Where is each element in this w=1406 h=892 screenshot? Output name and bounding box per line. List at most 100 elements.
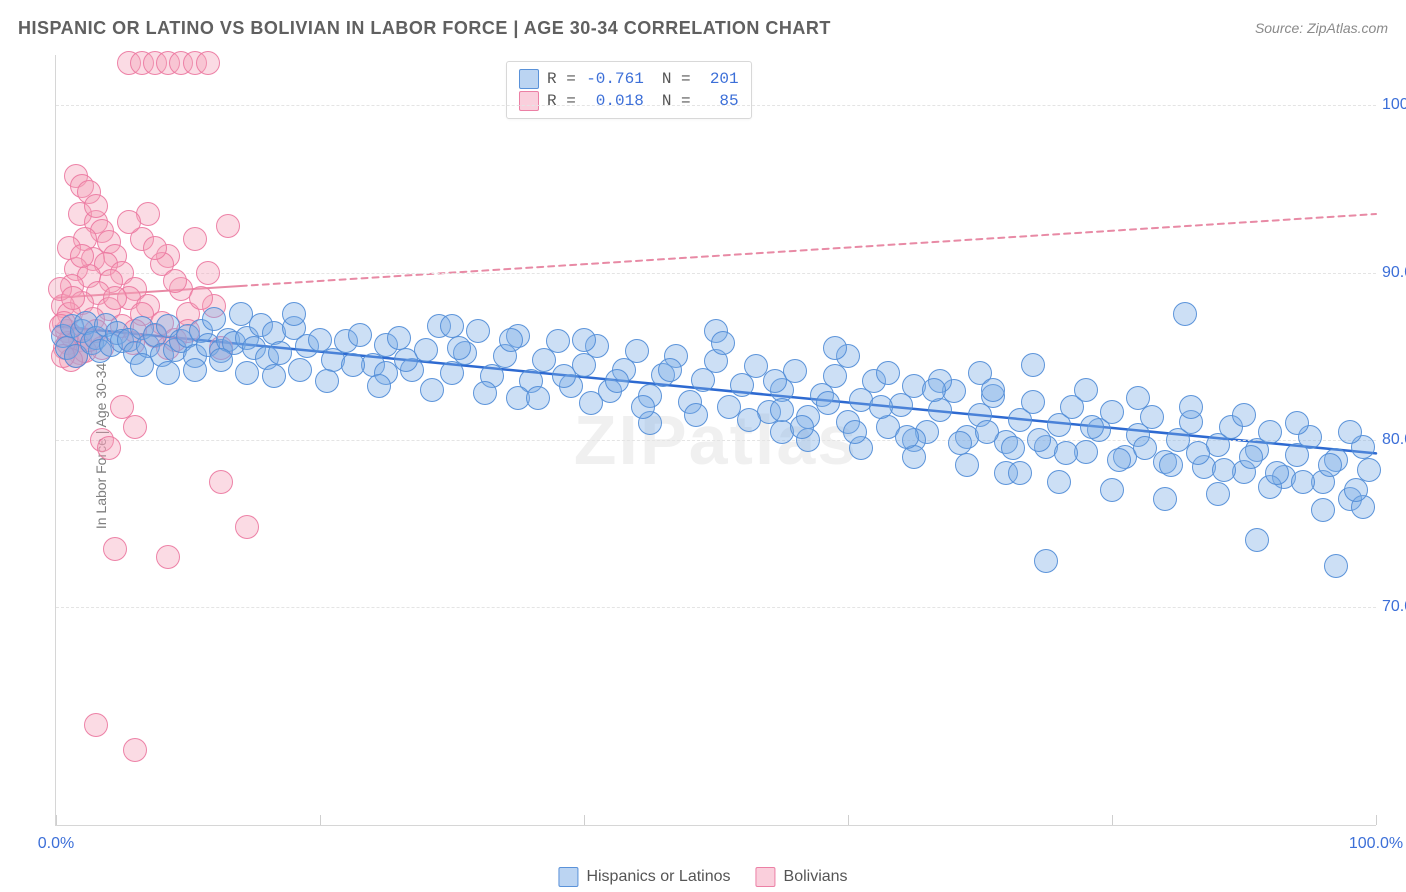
data-point [823,364,847,388]
data-point [123,415,147,439]
legend-swatch [519,69,539,89]
data-point [948,431,972,455]
n-value: 201 [699,70,739,88]
data-point [70,244,94,268]
data-point [823,336,847,360]
x-tick-mark [320,815,321,825]
data-point [1291,470,1315,494]
data-point [282,302,306,326]
data-point [473,381,497,405]
data-point [1179,395,1203,419]
data-point [440,314,464,338]
data-point [895,425,919,449]
data-point [1100,400,1124,424]
data-point [1324,554,1348,578]
n-value: 85 [699,92,739,110]
legend-swatch [558,867,578,887]
data-point [447,336,471,360]
data-point [262,364,286,388]
data-point [1126,386,1150,410]
data-point [130,353,154,377]
gridline-horizontal [56,607,1376,608]
r-label: R = [547,92,576,110]
data-point [235,361,259,385]
n-label: N = [662,70,691,88]
scatter-plot-area: ZIPatlas R =-0.761N =201R =0.018N =85 70… [55,55,1376,826]
data-point [103,286,127,310]
data-point [770,398,794,422]
data-point [1107,448,1131,472]
series-legend-item: Hispanics or Latinos [558,867,730,887]
x-tick-mark [848,815,849,825]
data-point [216,214,240,238]
data-point [1239,445,1263,469]
data-point [1186,441,1210,465]
r-value: -0.761 [584,70,644,88]
data-point [1159,453,1183,477]
data-point [1311,498,1335,522]
data-point [1245,528,1269,552]
data-point [61,286,85,310]
series-label: Hispanics or Latinos [586,868,730,886]
data-point [1318,453,1342,477]
data-point [816,391,840,415]
data-point [1021,390,1045,414]
data-point [869,395,893,419]
data-point [156,361,180,385]
data-point [420,378,444,402]
data-point [1206,482,1230,506]
gridline-horizontal [56,105,1376,106]
data-point [143,236,167,260]
data-point [625,339,649,363]
data-point [981,378,1005,402]
data-point [1054,441,1078,465]
stats-legend: R = -0.761 N = 201 R =0.018N =85 [506,61,752,119]
data-point [1133,436,1157,460]
series-legend: Hispanics or Latinos Bolivians [558,867,847,887]
data-point [1173,302,1197,326]
legend-swatch [756,867,776,887]
data-point [97,436,121,460]
data-point [1027,428,1051,452]
legend-swatch [519,91,539,111]
y-tick-label: 80.0% [1382,431,1406,449]
data-point [440,361,464,385]
data-point [1232,403,1256,427]
data-point [1258,420,1282,444]
data-point [288,358,312,382]
r-label: R = [547,70,576,88]
data-point [605,369,629,393]
data-point [209,470,233,494]
data-point [552,364,576,388]
data-point [196,261,220,285]
series-label: Bolivians [784,868,848,886]
data-point [711,331,735,355]
data-point [348,323,372,347]
data-point [1344,478,1368,502]
data-point [876,361,900,385]
data-point [1001,436,1025,460]
chart-title: HISPANIC OR LATINO VS BOLIVIAN IN LABOR … [18,18,831,39]
data-point [763,369,787,393]
y-tick-label: 70.0% [1382,598,1406,616]
data-point [955,453,979,477]
x-tick-mark [584,815,585,825]
stats-legend-row: R =0.018N =85 [519,91,739,111]
data-point [394,348,418,372]
data-point [315,369,339,393]
data-point [499,328,523,352]
data-point [183,227,207,251]
data-point [196,51,220,75]
data-point [1034,549,1058,573]
data-point [117,210,141,234]
data-point [268,341,292,365]
data-point [103,537,127,561]
data-point [975,420,999,444]
data-point [1212,458,1236,482]
data-point [183,358,207,382]
data-point [1100,478,1124,502]
data-point [1074,378,1098,402]
x-tick-mark [56,815,57,825]
data-point [546,329,570,353]
data-point [1285,411,1309,435]
